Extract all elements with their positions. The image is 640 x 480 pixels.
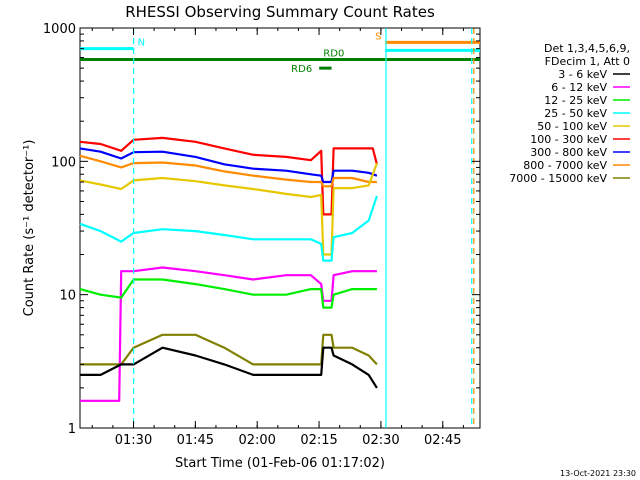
legend-header-1: FDecim 1, Att 0 [545,55,630,68]
flag-group: N S RD0 RD6 [80,31,480,75]
flag-label-n: N [138,38,145,49]
x-tick-label-02-00: 02:00 [238,433,275,448]
series-line-7000-15000-kev [80,333,378,366]
legend-label-12-25-kev: 12 - 25 keV [544,94,607,107]
series-line-3-6-kev [80,346,378,389]
legend-label-50-100-kev: 50 - 100 keV [537,120,607,133]
chart-title: RHESSI Observing Summary Count Rates [125,3,435,21]
flag-label-s: S [375,31,381,42]
legend-label-25-50-kev: 25 - 50 keV [544,107,607,120]
x-tick-label-02-45: 02:45 [424,433,461,448]
legend-label-3-6-kev: 3 - 6 keV [558,68,607,81]
legend-header-0: Det 1,3,4,5,6,9, [544,42,630,55]
flag-label-rd0: RD0 [323,49,344,60]
legend: Det 1,3,4,5,6,9,FDecim 1, Att 03 - 6 keV… [509,42,630,185]
y-tick-label-1: 1 [68,422,76,437]
plot-frame [79,27,481,429]
y-axis-label: Count Rate (s⁻¹ detector⁻¹) [22,140,37,317]
legend-label-300-800-kev: 300 - 800 keV [530,146,607,159]
date-stamp: 13-Oct-2021 23:30 [560,469,636,478]
legend-label-100-300-kev: 100 - 300 keV [530,133,607,146]
marker-group [133,28,475,428]
legend-label-800-7000-kev: 800 - 7000 keV [523,159,607,172]
legend-label-7000-15000-kev: 7000 - 15000 keV [509,172,607,185]
series-line-6-12-kev [80,266,377,402]
series-line-12-25-kev [79,278,377,309]
series-line-300-800-kev [79,147,378,184]
series-line-25-50-kev [79,195,378,262]
x-tick-label-02-30: 02:30 [362,433,399,448]
x-tick-label-01-45: 01:45 [177,433,214,448]
y-tick-label-100: 100 [51,155,76,170]
x-axis-label: Start Time (01-Feb-06 01:17:02) [175,456,385,471]
series-line-50-100-kev [79,162,378,256]
x-tick-label-01-30: 01:30 [115,433,152,448]
series-line-800-7000-kev [79,154,377,188]
x-tick-label-02-15: 02:15 [300,433,337,448]
axis-group: 01:30 01:45 02:00 02:15 02:30 02:45 1 10 100 1000 [43,22,480,448]
y-tick-label-10: 10 [59,289,76,304]
series-group [79,136,378,402]
legend-label-6-12-kev: 6 - 12 keV [551,81,607,94]
flag-label-rd6: RD6 [291,64,312,75]
series-line-100-300-kev [79,136,378,216]
y-tick-label-1000: 1000 [43,22,76,37]
